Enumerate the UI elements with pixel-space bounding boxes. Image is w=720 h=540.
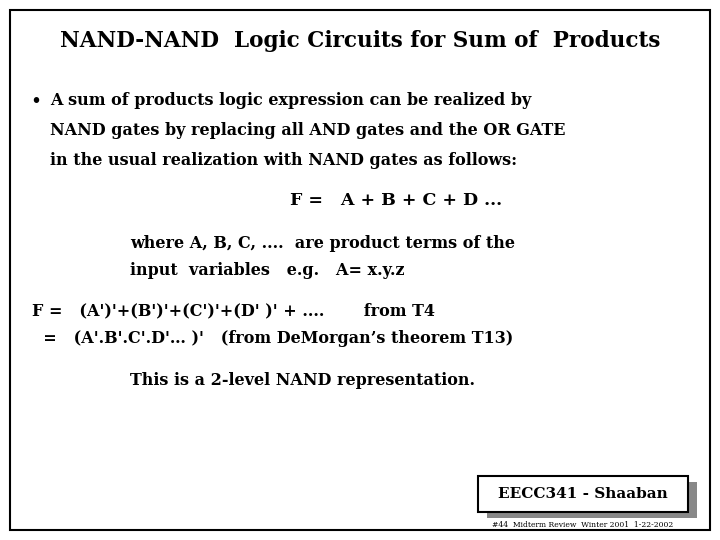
FancyBboxPatch shape [10,10,710,530]
Text: in the usual realization with NAND gates as follows:: in the usual realization with NAND gates… [50,152,517,169]
Text: EECC341 - Shaaban: EECC341 - Shaaban [498,487,668,501]
Text: NAND gates by replacing all AND gates and the OR GATE: NAND gates by replacing all AND gates an… [50,122,565,139]
Text: F =   A + B + C + D ...: F = A + B + C + D ... [290,192,502,209]
Text: F =   (A')'+(B')'+(C')'+(D' )' + ....       from T4: F = (A')'+(B')'+(C')'+(D' )' + .... from… [32,302,435,319]
Text: =   (A'.B'.C'.D'… )'   (from DeMorgan’s theorem T13): = (A'.B'.C'.D'… )' (from DeMorgan’s theo… [32,330,513,347]
FancyBboxPatch shape [487,482,697,518]
Text: This is a 2-level NAND representation.: This is a 2-level NAND representation. [130,372,475,389]
Text: #44  Midterm Review  Winter 2001  1-22-2002: #44 Midterm Review Winter 2001 1-22-2002 [492,521,674,529]
Text: •: • [30,92,41,111]
Text: input  variables   e.g.   A= x.y.z: input variables e.g. A= x.y.z [130,262,405,279]
Text: A sum of products logic expression can be realized by: A sum of products logic expression can b… [50,92,531,109]
Text: NAND-NAND  Logic Circuits for Sum of  Products: NAND-NAND Logic Circuits for Sum of Prod… [60,30,660,52]
Text: where A, B, C, ....  are product terms of the: where A, B, C, .... are product terms of… [130,235,515,252]
FancyBboxPatch shape [478,476,688,512]
